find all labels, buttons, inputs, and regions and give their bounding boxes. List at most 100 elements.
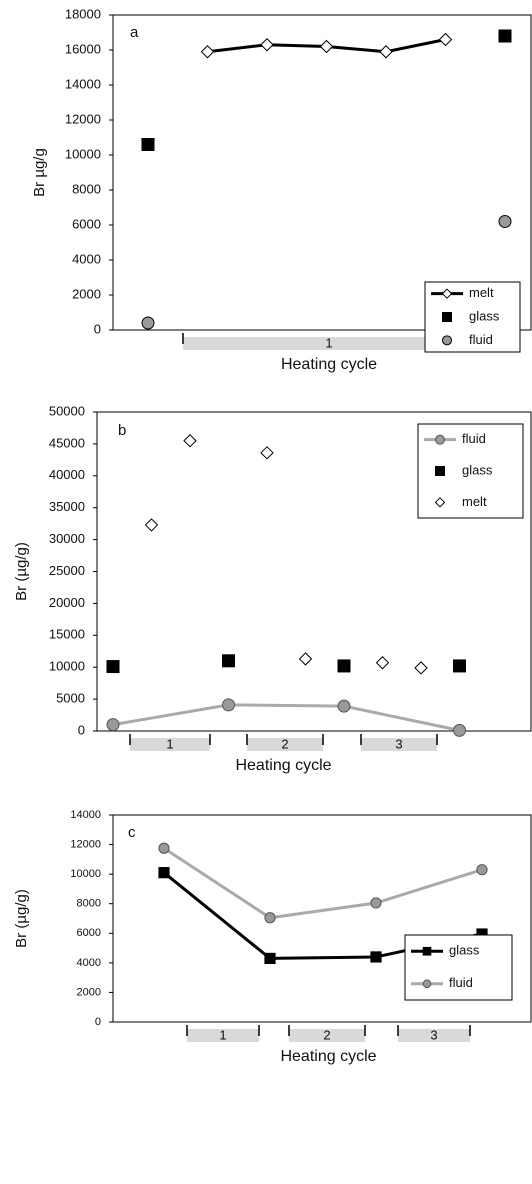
marker	[183, 434, 197, 448]
legend-label: fluid	[462, 431, 486, 446]
y-tick-label: 40000	[49, 467, 85, 482]
marker	[414, 661, 428, 675]
panel-label: c	[128, 824, 136, 841]
plot-frame	[112, 14, 532, 331]
marker	[370, 897, 382, 909]
marker	[144, 518, 159, 532]
y-tick-label: 14000	[65, 76, 101, 91]
y-tick-label: 10000	[65, 146, 101, 161]
cycle-label: 3	[430, 1027, 437, 1042]
y-axis-label: Br µg/g	[31, 148, 48, 197]
legend-box	[404, 934, 513, 1001]
y-tick-label: 45000	[49, 435, 85, 450]
y-tick-label: 5000	[56, 691, 85, 706]
marker	[375, 656, 390, 670]
y-tick-label: 16000	[65, 41, 101, 56]
y-axis-label: Br (µg/g)	[13, 542, 30, 601]
legend-label: fluid	[449, 975, 473, 990]
y-tick-label: 10000	[70, 868, 101, 880]
cycle-label: 1	[325, 335, 332, 350]
marker	[370, 951, 382, 963]
marker	[106, 660, 120, 674]
x-axis-label: Heating cycle	[280, 1048, 376, 1065]
marker	[158, 842, 170, 854]
marker	[141, 138, 155, 151]
legend-label: glass	[449, 943, 480, 958]
y-tick-label: 2000	[77, 986, 101, 998]
marker	[337, 699, 351, 713]
y-tick-label: 2000	[72, 286, 101, 301]
marker	[264, 912, 276, 924]
y-tick-label: 15000	[49, 627, 85, 642]
y-axis-label: Br (µg/g)	[13, 889, 30, 948]
marker	[476, 864, 488, 876]
y-tick-label: 8000	[72, 181, 101, 196]
marker	[200, 45, 215, 59]
y-tick-label: 10000	[49, 659, 85, 674]
marker	[141, 316, 155, 330]
x-axis-label: Heating cycle	[235, 757, 331, 774]
legend-label: fluid	[469, 332, 493, 347]
cycle-bar	[247, 738, 323, 751]
marker	[260, 446, 274, 460]
marker	[434, 497, 446, 508]
x-axis-label: Heating cycle	[281, 356, 377, 373]
marker	[435, 466, 445, 476]
cycle-label: 1	[219, 1027, 226, 1042]
marker	[453, 723, 466, 737]
panel-label: a	[130, 24, 139, 41]
cycle-bar	[289, 1029, 365, 1042]
plot-frame	[112, 814, 532, 1023]
panel-label: b	[118, 422, 126, 439]
y-tick-label: 4000	[77, 957, 101, 969]
y-tick-label: 12000	[70, 838, 101, 850]
y-tick-label: 30000	[49, 531, 85, 546]
y-tick-label: 20000	[49, 595, 85, 610]
y-tick-label: 25000	[49, 563, 85, 578]
legend-label: melt	[462, 494, 487, 509]
marker	[441, 288, 453, 299]
marker	[498, 215, 512, 228]
marker	[222, 654, 235, 668]
marker	[298, 652, 313, 666]
marker	[337, 659, 351, 673]
y-tick-label: 12000	[65, 111, 101, 126]
marker	[260, 38, 274, 52]
marker	[442, 335, 452, 346]
y-tick-label: 0	[78, 722, 85, 737]
marker	[442, 312, 452, 322]
cycle-label: 2	[281, 736, 288, 751]
cycle-bar	[183, 337, 475, 350]
marker	[106, 718, 120, 732]
cycle-label: 2	[323, 1027, 330, 1042]
marker	[453, 659, 466, 673]
cycle-label: 3	[395, 736, 402, 751]
y-tick-label: 35000	[49, 499, 85, 514]
marker	[435, 434, 445, 445]
marker	[438, 32, 453, 47]
series-line	[112, 703, 460, 732]
y-tick-label: 0	[94, 321, 101, 336]
marker	[422, 979, 432, 989]
y-tick-label: 6000	[77, 927, 101, 939]
marker	[158, 867, 170, 879]
marker	[379, 45, 393, 59]
y-tick-label: 18000	[65, 6, 101, 21]
y-tick-label: 8000	[77, 898, 101, 910]
marker	[264, 952, 276, 965]
y-tick-label: 4000	[72, 251, 101, 266]
series-line	[163, 847, 483, 920]
y-tick-label: 50000	[49, 403, 85, 418]
cycle-bar	[130, 738, 210, 751]
marker	[498, 29, 512, 43]
legend-label: glass	[469, 308, 500, 323]
legend-label: glass	[462, 462, 493, 477]
cycle-bar	[361, 738, 437, 751]
marker	[222, 698, 235, 712]
cycle-label: 1	[166, 736, 173, 751]
cycle-bar	[187, 1029, 259, 1042]
marker	[422, 946, 432, 956]
marker	[319, 39, 334, 54]
legend-label: melt	[469, 285, 494, 300]
